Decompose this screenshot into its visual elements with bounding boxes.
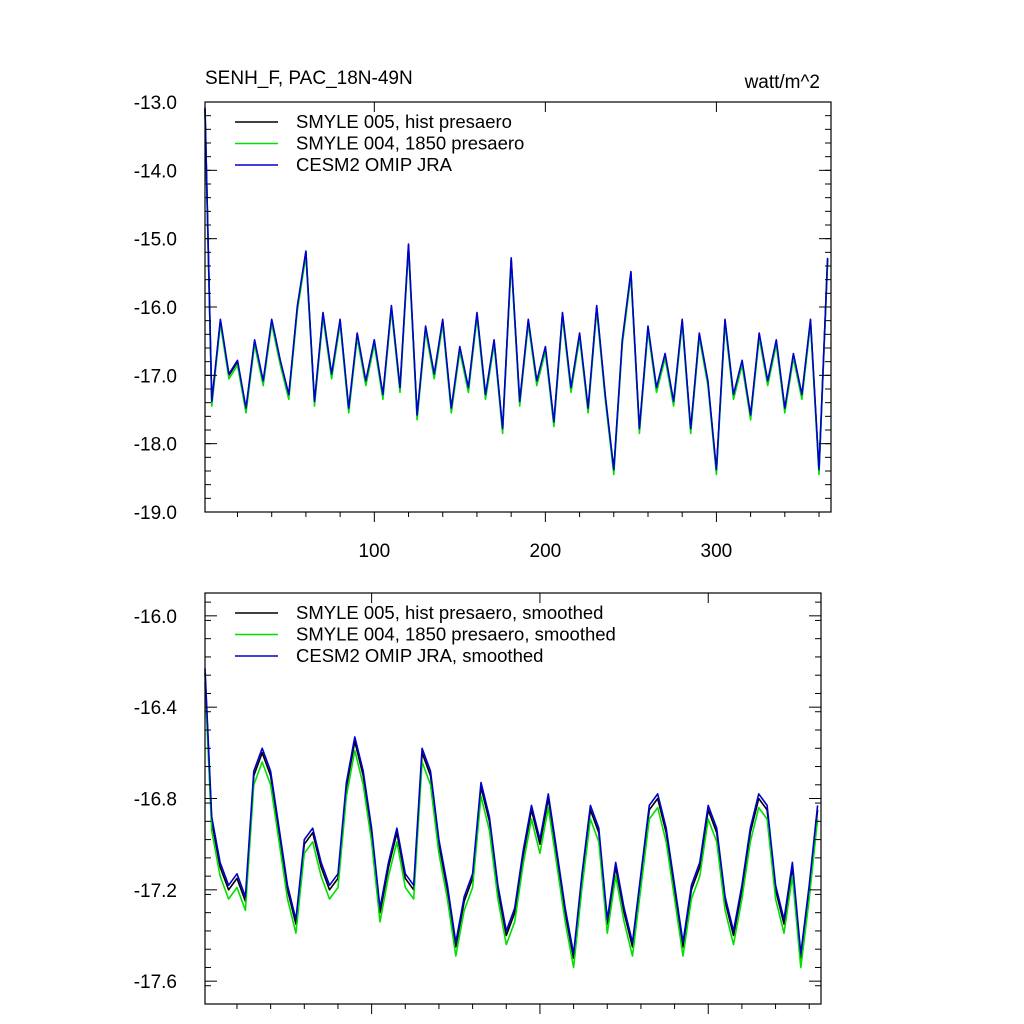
top-panel-series [204, 107, 829, 476]
x-tick-label: 300 [701, 541, 733, 562]
x-tick-label: 200 [530, 541, 562, 562]
bottom-panel-frame [204, 592, 822, 1005]
units-label: watt/m^2 [744, 72, 820, 93]
bottom-panel-series [204, 668, 819, 969]
series-line-1 [204, 681, 819, 969]
series-line-2 [204, 668, 819, 955]
chart-title: SENH_F, PAC_18N-49N [205, 68, 413, 89]
top-panel: -13.0 -14.0 -15.0 -16.0 -17.0 -18.0 -19.0 100 20… [134, 93, 832, 562]
bottom-panel: -16.0 -16.4 -16.8 -17.2 -17.6 SMYLE 005, his… [134, 592, 822, 1014]
y-tick-label: -17.0 [134, 366, 177, 387]
x-tick-label: 100 [358, 541, 390, 562]
legend-label: SMYLE 004, 1850 presaero, smoothed [296, 624, 616, 645]
legend-label: CESM2 OMIP JRA [296, 154, 453, 175]
y-tick-label: -16.8 [134, 790, 177, 811]
top-panel-frame [204, 101, 832, 513]
y-tick-label: -17.2 [134, 881, 177, 902]
y-tick-label: -17.6 [134, 972, 177, 993]
y-tick-label: -19.0 [134, 503, 177, 524]
legend-label: SMYLE 005, hist presaero, smoothed [296, 602, 603, 623]
bottom-panel-legend: SMYLE 005, hist presaero, smoothedSMYLE … [235, 602, 616, 666]
y-tick-label: -13.0 [134, 93, 177, 114]
y-tick-label: -16.0 [134, 298, 177, 319]
legend-label: SMYLE 004, 1850 presaero [296, 133, 524, 154]
legend-label: SMYLE 005, hist presaero [296, 111, 512, 132]
series-line-0 [204, 672, 819, 960]
y-tick-label: -16.0 [134, 607, 177, 628]
legend-label: CESM2 OMIP JRA, smoothed [296, 645, 543, 666]
series-line-2 [204, 107, 829, 471]
y-tick-label: -14.0 [134, 161, 177, 182]
y-tick-label: -16.4 [134, 698, 178, 719]
bottom-panel-ticks: -16.0 -16.4 -16.8 -17.2 -17.6 [134, 593, 821, 1014]
y-tick-label: -18.0 [134, 435, 177, 456]
top-panel-ticks: -13.0 -14.0 -15.0 -16.0 -17.0 -18.0 -19.0 100 20… [134, 93, 831, 562]
y-tick-label: -15.0 [134, 230, 177, 251]
